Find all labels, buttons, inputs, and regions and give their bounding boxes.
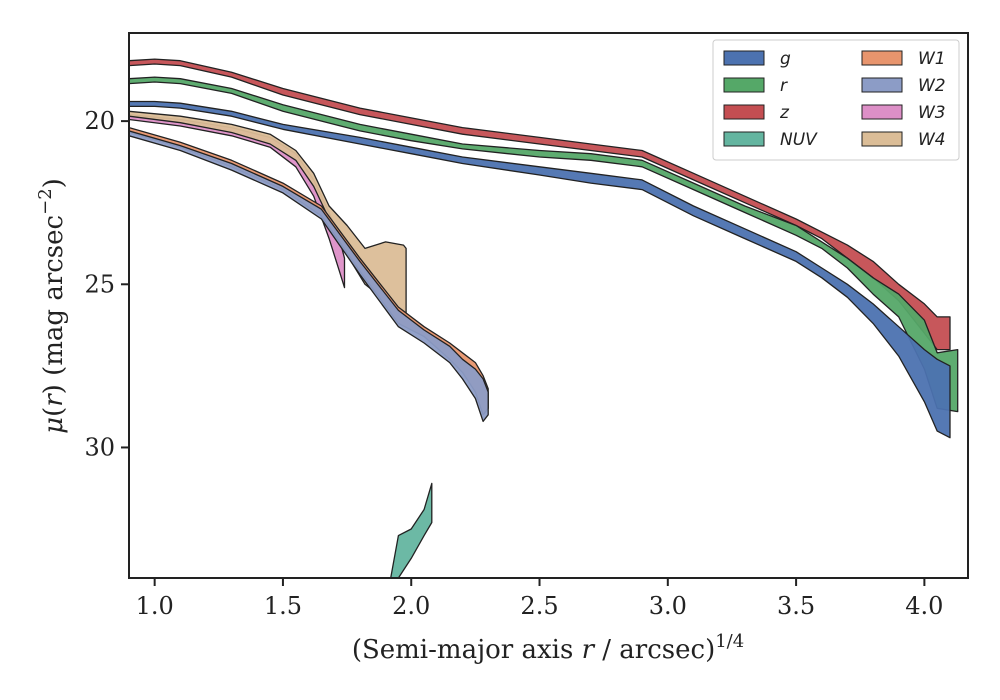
band-z — [129, 58, 951, 351]
x-tick-label: 3.0 — [649, 592, 687, 620]
x-axis-ticks: 1.0 1.5 2.0 2.5 3.0 3.5 4.0 — [136, 578, 943, 620]
y-axis-label: μ(r) (mag arcsec−2) — [35, 178, 69, 434]
legend-label-z: z — [779, 103, 790, 123]
band-r — [129, 76, 959, 413]
bands-layer — [129, 58, 959, 578]
legend-swatch-z — [723, 104, 765, 120]
legend-swatch-w1 — [861, 50, 903, 66]
legend-label-g: g — [780, 49, 791, 69]
legend-swatch-r — [723, 77, 765, 93]
x-tick-label: 4.0 — [905, 592, 943, 620]
legend-label-w4: W4 — [918, 130, 946, 150]
x-tick-label: 2.5 — [520, 592, 558, 620]
band-g — [129, 100, 951, 439]
x-tick-label: 3.5 — [777, 592, 815, 620]
y-axis-ticks: 20 25 30 — [84, 107, 129, 461]
y-tick-label: 20 — [84, 107, 115, 135]
legend: grz NUV W1 W2 W3 W4 — [712, 39, 960, 161]
y-tick-label: 30 — [84, 433, 115, 461]
band-nuv — [390, 482, 433, 578]
legend-label-w3: W3 — [918, 103, 946, 123]
legend-box — [712, 39, 960, 161]
legend-swatch-w4 — [861, 131, 903, 147]
x-tick-label: 1.0 — [136, 592, 174, 620]
band-w2 — [129, 130, 489, 423]
y-tick-label: 25 — [84, 270, 115, 298]
legend-label-r: r — [780, 76, 788, 96]
legend-swatch-w2 — [861, 77, 903, 93]
legend-swatch-nuv — [723, 131, 765, 147]
x-tick-label: 1.5 — [264, 592, 302, 620]
legend-swatch-w3 — [861, 104, 903, 120]
legend-label-w2: W2 — [918, 76, 946, 96]
x-tick-label: 2.0 — [392, 592, 430, 620]
plot-frame — [128, 32, 969, 579]
legend-swatch-g — [723, 50, 765, 66]
x-axis-label: (Semi-major axis r / arcsec)1/4 — [352, 631, 744, 665]
legend-label-w1: W1 — [918, 49, 946, 69]
legend-label-nuv: NUV — [780, 130, 818, 150]
